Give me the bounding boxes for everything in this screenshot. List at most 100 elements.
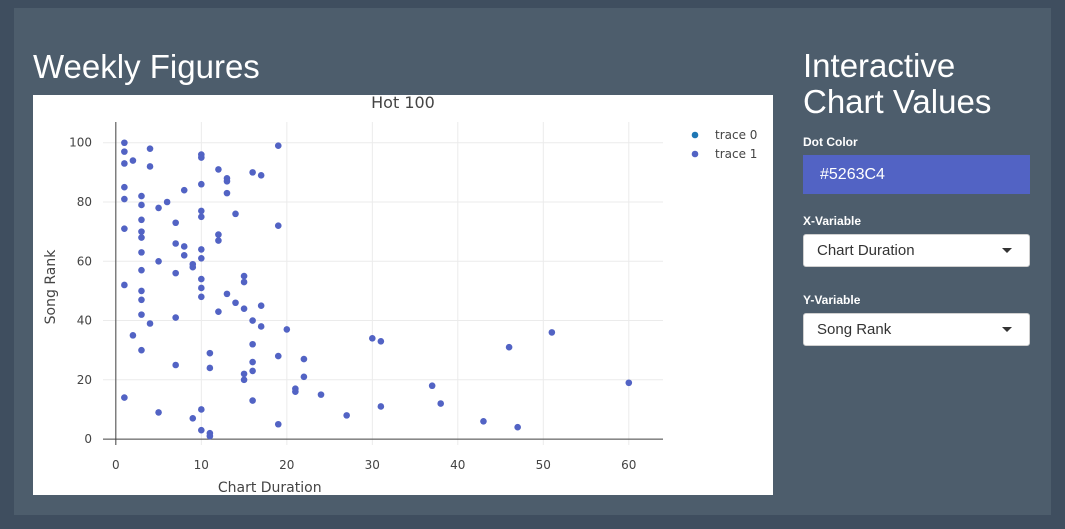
legend-label-trace-1: trace 1: [715, 147, 757, 161]
data-point: [121, 148, 128, 155]
data-point: [257, 302, 265, 310]
x-variable-value: Chart Duration: [817, 242, 915, 259]
data-point: [172, 361, 179, 369]
data-point: [198, 426, 205, 434]
data-point: [480, 417, 487, 425]
data-point: [232, 299, 239, 307]
data-point: [249, 340, 256, 348]
data-point: [180, 186, 188, 194]
data-point: [257, 323, 265, 330]
chart-card[interactable]: 0 10 20 30 40 50 60 0 20 40 60 80 100 Hot 100 Chart Du…: [33, 95, 773, 495]
data-point: [121, 139, 128, 147]
data-point: [300, 373, 308, 381]
data-point: [317, 391, 325, 398]
data-point: [223, 177, 231, 185]
legend-label-trace-0: trace 0: [715, 128, 757, 142]
data-point: [155, 204, 162, 212]
chart-title: Hot 100: [371, 95, 435, 112]
data-point: [146, 145, 154, 152]
data-point: [206, 364, 214, 372]
right-title: Interactive Chart Values: [803, 48, 1043, 120]
data-point: [129, 157, 137, 164]
data-point: [180, 252, 188, 259]
data-point: [223, 189, 231, 197]
data-point: [172, 269, 179, 277]
left-title: Weekly Figures: [33, 48, 260, 85]
data-point: [198, 293, 205, 301]
caret-down-icon: [1002, 248, 1012, 253]
data-point: [223, 290, 231, 298]
data-point: [138, 216, 145, 224]
data-point: [232, 210, 239, 218]
x-tick-label: 10: [194, 458, 209, 472]
data-point: [198, 275, 205, 283]
caret-down-icon: [1002, 327, 1012, 332]
data-point: [138, 287, 145, 295]
dot-color-input[interactable]: #5263C4: [803, 155, 1030, 194]
data-point: [198, 284, 205, 292]
data-point: [369, 335, 376, 342]
data-point: [138, 266, 145, 274]
x-tick-label: 40: [450, 458, 465, 472]
data-point: [437, 400, 445, 407]
data-point: [121, 160, 128, 167]
x-tick-label: 60: [621, 458, 636, 472]
data-point: [180, 243, 188, 250]
data-point: [198, 207, 205, 215]
scatter-chart[interactable]: 0 10 20 30 40 50 60 0 20 40 60 80 100 Hot 100 Chart Du…: [33, 95, 773, 495]
x-tick-label: 50: [536, 458, 551, 472]
y-axis-label: Song Rank: [43, 249, 59, 325]
data-point: [146, 163, 154, 170]
data-point: [121, 281, 128, 289]
data-point: [274, 420, 282, 428]
data-point: [198, 255, 205, 262]
y-variable-value: Song Rank: [817, 321, 892, 338]
data-point: [198, 213, 205, 221]
x-variable-select[interactable]: Chart Duration: [803, 234, 1030, 267]
data-point: [548, 329, 556, 336]
app-panel: Weekly Figures 0 10 20 30 40 50 60 0 20 40 60 80 100…: [14, 8, 1051, 515]
right-title-line-1: Interactive: [803, 47, 956, 84]
data-point: [146, 320, 154, 327]
x-tick-label: 30: [365, 458, 380, 472]
data-point: [121, 183, 128, 191]
dot-color-label: Dot Color: [803, 135, 858, 149]
data-point: [377, 337, 385, 345]
data-point: [240, 278, 248, 286]
y-variable-select[interactable]: Song Rank: [803, 313, 1030, 346]
data-point: [138, 192, 145, 200]
data-point: [198, 180, 205, 188]
y-tick-label: 80: [77, 195, 92, 209]
data-point: [206, 432, 214, 440]
data-point: [249, 397, 256, 404]
data-point: [172, 240, 179, 247]
data-point: [240, 272, 248, 280]
data-point: [377, 403, 385, 410]
data-point: [428, 382, 436, 390]
data-point: [198, 154, 205, 161]
data-point: [215, 237, 222, 244]
data-point: [206, 349, 214, 357]
data-point: [249, 317, 256, 324]
data-point: [249, 358, 256, 366]
data-point: [129, 332, 137, 339]
x-tick-label: 0: [112, 458, 120, 472]
data-point: [240, 305, 248, 312]
data-point: [625, 379, 633, 387]
legend-marker-trace-1: [691, 150, 699, 158]
data-point: [189, 263, 197, 271]
data-point: [155, 409, 162, 416]
data-point: [240, 376, 248, 384]
data-point: [138, 234, 145, 241]
data-point: [172, 314, 179, 321]
data-point: [292, 388, 299, 395]
data-point: [274, 352, 282, 360]
data-point: [274, 222, 282, 230]
data-point: [300, 355, 308, 363]
data-point: [121, 195, 128, 203]
data-point: [215, 308, 222, 315]
data-point: [189, 415, 197, 422]
data-point: [155, 257, 162, 265]
data-point: [215, 231, 222, 238]
data-point: [138, 296, 145, 304]
